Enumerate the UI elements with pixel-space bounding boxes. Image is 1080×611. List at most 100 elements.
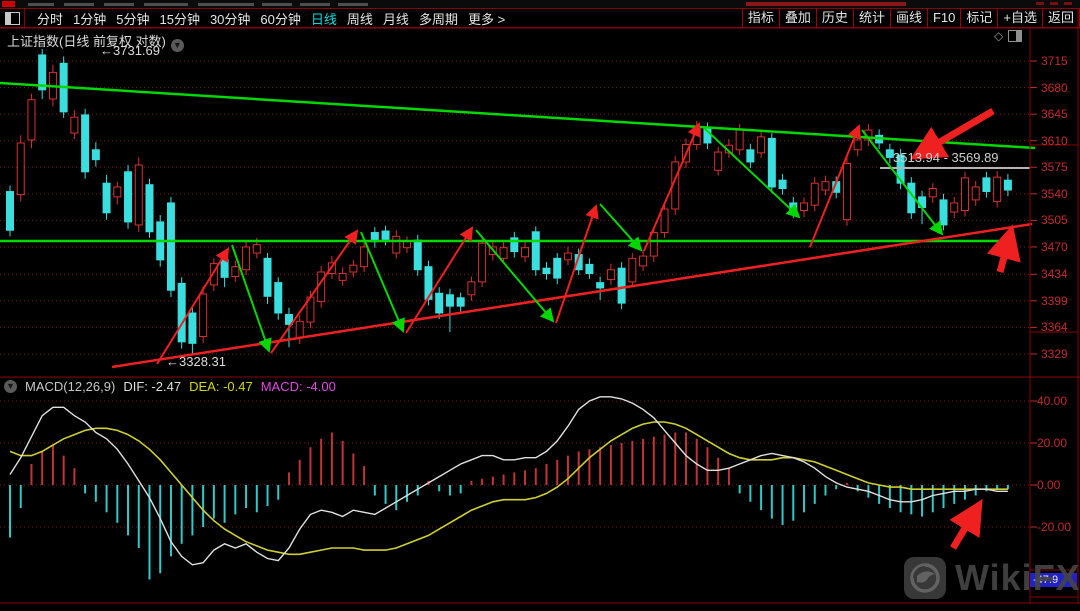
price-axis-label: 3575 xyxy=(1041,160,1068,175)
candle-down xyxy=(746,149,755,163)
top-menu-fragment xyxy=(198,3,254,6)
range-price-annotation: 3513.94 - 3569.89 xyxy=(893,150,999,165)
tab-weekly[interactable]: 周线 xyxy=(346,11,373,27)
candle-up xyxy=(810,182,819,206)
candle-down xyxy=(1003,179,1012,191)
candle-down xyxy=(456,297,465,307)
top-menu-fragment xyxy=(262,3,292,6)
tab-1min[interactable]: 1分钟 xyxy=(73,11,107,27)
candle-down xyxy=(166,202,175,291)
price-axis-label: 3364 xyxy=(1041,320,1068,335)
macd-axis-label: 40.00 xyxy=(1037,394,1068,408)
candle-down xyxy=(531,231,540,271)
add-watchlist-button[interactable]: +自选 xyxy=(997,9,1042,27)
chevron-down-icon[interactable]: ▼ xyxy=(4,380,17,393)
tab-daily-active[interactable]: 日线 xyxy=(310,11,337,27)
candle-down xyxy=(767,137,776,188)
overlay-button[interactable]: 叠加 xyxy=(778,9,816,27)
candle-up xyxy=(242,246,251,271)
statistics-button[interactable]: 统计 xyxy=(852,9,890,27)
tab-multi-period[interactable]: 多周期 xyxy=(418,11,458,27)
price-axis-label: 3680 xyxy=(1041,80,1068,95)
price-axis-label: 3715 xyxy=(1041,54,1068,68)
candle-up xyxy=(209,263,218,286)
candle-up xyxy=(27,99,36,141)
swing-up-arrow xyxy=(643,122,701,252)
price-axis-label: 3505 xyxy=(1041,213,1068,228)
panel-toggle-icon[interactable] xyxy=(5,11,20,25)
watermark-brand-text: WikiFX xyxy=(955,557,1080,598)
top-strip-tick xyxy=(1036,2,1044,5)
promo-text-fragment xyxy=(746,2,906,6)
candle-down xyxy=(188,312,197,344)
candle-up xyxy=(606,269,615,281)
candle-up xyxy=(821,181,830,191)
candle-down xyxy=(596,282,605,289)
candle-up xyxy=(295,320,304,339)
candle-down xyxy=(585,263,594,275)
candle-down xyxy=(424,266,433,300)
candle-down xyxy=(413,239,422,271)
candle-up xyxy=(467,281,476,296)
top-menu-fragment xyxy=(64,3,94,6)
trough-price-annotation: ←3328.31 xyxy=(166,354,226,369)
tab-30min[interactable]: 30分钟 xyxy=(209,11,251,27)
mark-button[interactable]: 标记 xyxy=(960,9,997,27)
candle-up xyxy=(252,244,261,254)
candle-up xyxy=(113,186,122,198)
candle-up xyxy=(757,136,766,154)
swing-down-arrow xyxy=(861,129,944,236)
candle-down xyxy=(885,149,894,158)
peak-price-annotation: ←3731.69 xyxy=(100,43,160,58)
macd-axis-label: 20.00 xyxy=(1037,436,1068,450)
macd-dif-line xyxy=(9,396,1008,566)
swing-down-arrow xyxy=(599,203,643,252)
macd-macd-value: MACD: -4.00 xyxy=(260,379,336,394)
toolbar-divider xyxy=(24,9,25,27)
indicator-button[interactable]: 指标 xyxy=(741,9,779,27)
candle-up xyxy=(563,252,572,261)
top-menu-fragment xyxy=(144,3,188,6)
macd-indicator-name[interactable]: MACD(12,26,9) xyxy=(25,379,116,394)
chevron-down-icon[interactable]: ▼ xyxy=(170,39,184,52)
back-button[interactable]: 返回 xyxy=(1041,9,1080,27)
candle-up xyxy=(660,208,669,234)
swing-up-arrow xyxy=(405,226,474,334)
candle-up xyxy=(842,162,851,221)
split-panel-icon[interactable] xyxy=(1008,30,1023,42)
f10-button[interactable]: F10 xyxy=(926,9,960,27)
candle-up xyxy=(403,241,412,249)
tab-60min[interactable]: 60分钟 xyxy=(260,11,301,27)
macd-dea-value: DEA: -0.47 xyxy=(189,379,253,394)
top-menu-fragment xyxy=(300,3,330,6)
macd-dif-value: DIF: -2.47 xyxy=(123,379,182,394)
tab-monthly[interactable]: 月线 xyxy=(382,11,409,27)
candle-up xyxy=(628,257,637,283)
tab-15min[interactable]: 15分钟 xyxy=(159,11,200,27)
draw-line-button[interactable]: 画线 xyxy=(889,9,927,27)
app-logo-fragment xyxy=(2,1,15,7)
macd-min-value-badge: -47.9 xyxy=(1030,573,1077,587)
annotation-arrow-points-at-macd-cross xyxy=(949,499,983,550)
tab-5min[interactable]: 5分钟 xyxy=(116,11,150,27)
candle-down xyxy=(124,171,133,223)
candle-up xyxy=(16,142,25,196)
candle-down xyxy=(510,237,519,253)
tab-more[interactable]: 更多 > xyxy=(467,11,506,27)
price-axis-label: 3434 xyxy=(1041,267,1068,282)
candle-up xyxy=(521,247,530,258)
annotation-arrow-points-at-trendline xyxy=(986,224,1021,273)
diamond-icon[interactable]: ◇ xyxy=(994,29,1004,43)
macd-axis-label: -20.00 xyxy=(1037,520,1072,534)
tab-fenshi[interactable]: 分时 xyxy=(37,11,64,27)
price-axis-label: 3329 xyxy=(1041,346,1068,361)
top-strip-tick xyxy=(1050,2,1058,5)
price-axis-label: 3470 xyxy=(1041,239,1068,254)
history-button[interactable]: 历史 xyxy=(815,9,853,27)
candle-up xyxy=(639,255,648,267)
top-menu-fragment xyxy=(28,3,54,6)
candle-up xyxy=(338,273,347,281)
candle-up xyxy=(134,164,143,226)
